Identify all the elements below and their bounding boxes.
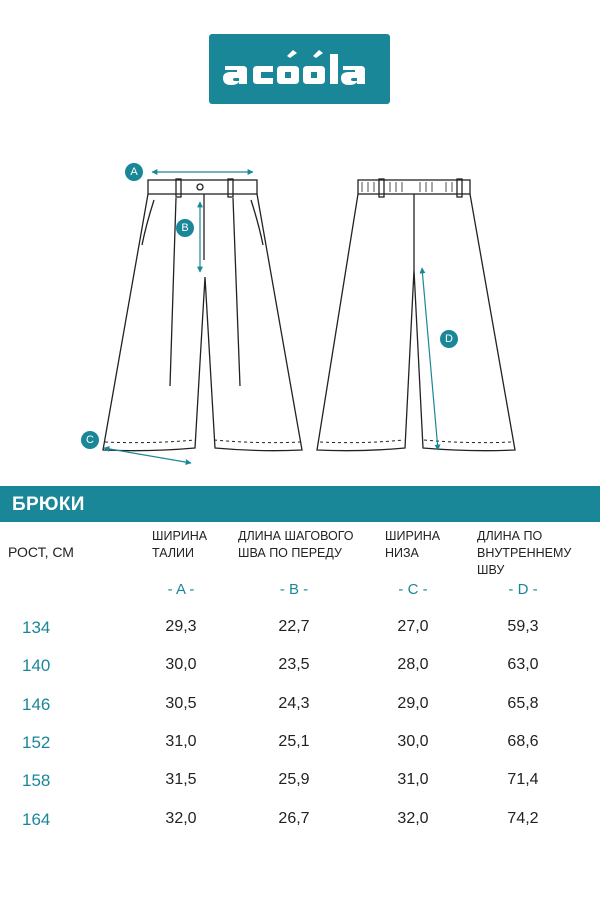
trousers-drawing [102,169,516,466]
brand-logo: acoola [209,34,390,104]
table-row: 140 30,0 23,5 28,0 63,0 [0,656,600,686]
height-cell: 140 [22,656,51,675]
column-code-b: - B - [279,581,309,598]
hem-width-cell: 31,0 [397,771,429,788]
waist-cell: 31,5 [165,771,197,788]
marker-a: A [125,163,143,181]
column-header-inseam-front: ДЛИНА ШАГОВОГО ШВА ПО ПЕРЕДУ [238,529,354,560]
height-cell: 164 [22,810,51,829]
front-view [102,178,303,452]
column-code-d: - D - [508,581,538,598]
inseam-front-cell: 24,3 [278,695,310,712]
inseam-length-cell: 71,4 [507,771,539,788]
height-cell: 152 [22,733,51,752]
inseam-front-cell: 22,7 [278,618,310,635]
table-row: 152 31,0 25,1 30,0 68,6 [0,733,600,763]
table-row: 146 30,5 24,3 29,0 65,8 [0,695,600,725]
inseam-length-cell: 65,8 [507,695,539,712]
marker-c: C [81,431,99,449]
inseam-front-cell: 23,5 [278,656,310,673]
inseam-front-cell: 25,9 [278,771,310,788]
marker-b: B [176,219,194,237]
waist-cell: 30,5 [165,695,197,712]
section-title: БРЮКИ [12,494,85,515]
column-header-inseam-length: ДЛИНА ПО ВНУТРЕННЕМУ ШВУ [477,529,572,577]
hem-width-cell: 30,0 [397,733,429,750]
height-cell: 158 [22,771,51,790]
measure-d-arrow [419,267,441,451]
inseam-front-cell: 26,7 [278,810,310,827]
column-code-a: - A - [167,581,195,598]
column-header-hem-width: ШИРИНА НИЗА [385,529,441,560]
logo-wordmark [223,50,365,85]
back-view [316,178,516,452]
height-cell: 134 [22,618,51,637]
marker-d: D [440,330,458,348]
table-row: 164 32,0 26,7 32,0 74,2 [0,810,600,840]
height-cell: 146 [22,695,51,714]
waist-cell: 32,0 [165,810,197,827]
waist-cell: 31,0 [165,733,197,750]
hem-width-cell: 32,0 [397,810,429,827]
table-row: 134 29,3 22,7 27,0 59,3 [0,618,600,648]
waist-cell: 29,3 [165,618,197,635]
column-header-waist: ШИРИНА ТАЛИИ [152,529,208,560]
waist-cell: 30,0 [165,656,197,673]
inseam-length-cell: 74,2 [507,810,539,827]
inseam-length-cell: 59,3 [507,618,539,635]
inseam-length-cell: 63,0 [507,656,539,673]
inseam-length-cell: 68,6 [507,733,539,750]
column-code-c: - C - [398,581,428,598]
hem-width-cell: 28,0 [397,656,429,673]
measure-c-arrow [103,445,192,466]
hem-width-cell: 27,0 [397,618,429,635]
table-row: 158 31,5 25,9 31,0 71,4 [0,771,600,801]
inseam-front-cell: 25,1 [278,733,310,750]
row-header-height: РОСТ, СМ [8,544,74,560]
hem-width-cell: 29,0 [397,695,429,712]
section-banner: БРЮКИ [0,486,600,522]
